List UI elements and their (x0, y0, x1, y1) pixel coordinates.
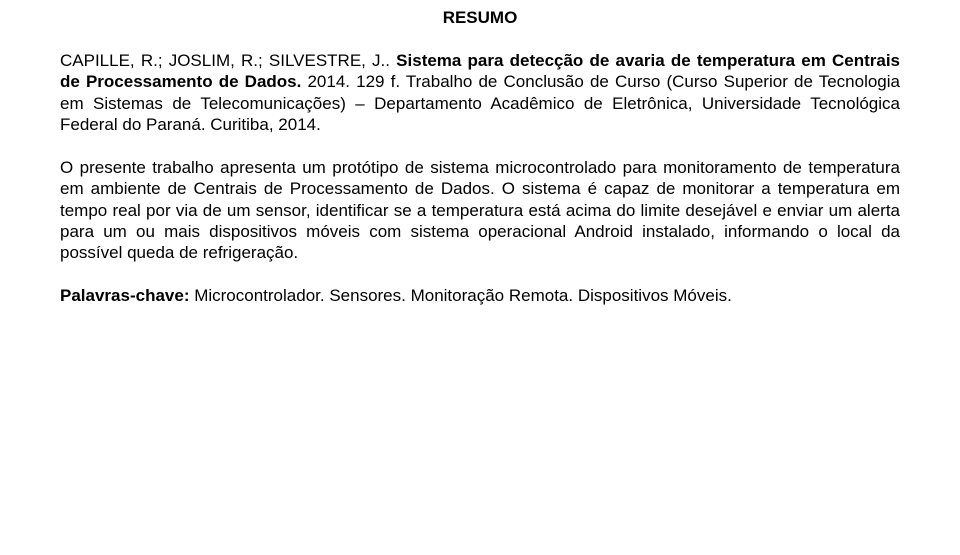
keywords-label: Palavras-chave: (60, 286, 189, 305)
document-page: RESUMO CAPILLE, R.; JOSLIM, R.; SILVESTR… (0, 0, 960, 307)
keywords-block: Palavras-chave: Microcontrolador. Sensor… (60, 285, 900, 306)
keywords-text: Microcontrolador. Sensores. Monitoração … (189, 286, 731, 305)
citation-block: CAPILLE, R.; JOSLIM, R.; SILVESTRE, J.. … (60, 50, 900, 135)
abstract-text: O presente trabalho apresenta um protóti… (60, 157, 900, 263)
document-title: RESUMO (60, 8, 900, 28)
citation-authors: CAPILLE, R.; JOSLIM, R.; SILVESTRE, J.. (60, 51, 396, 70)
